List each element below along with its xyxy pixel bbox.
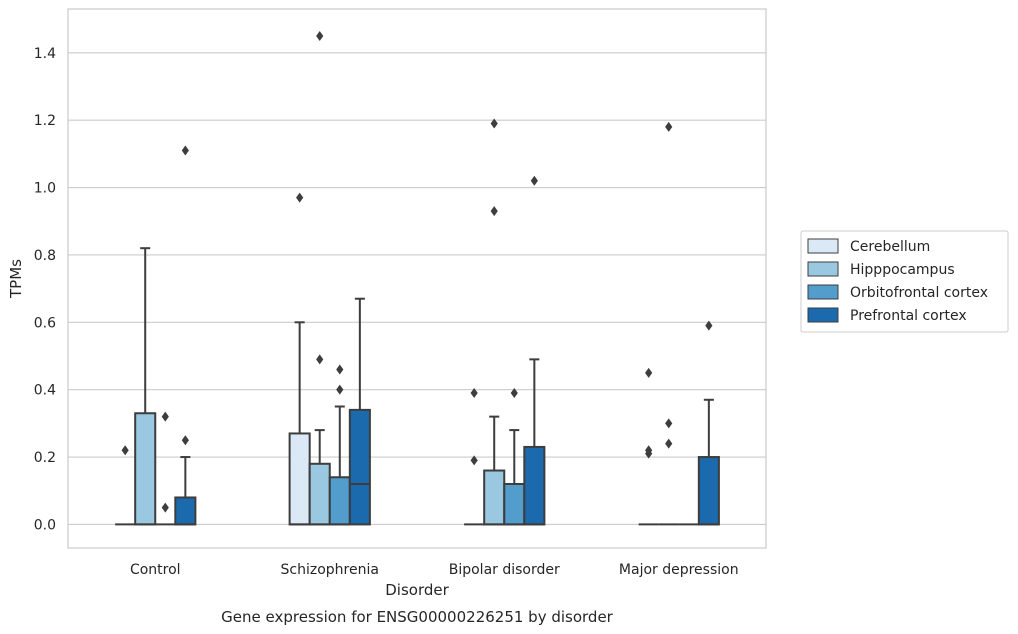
x-axis-label: Disorder — [385, 581, 449, 599]
outlier-point — [510, 388, 518, 399]
outlier-point — [316, 354, 324, 365]
y-tick-label: 0.6 — [34, 315, 56, 331]
x-axis-ticks: Control Schizophrenia Bipolar disorder Majo… — [130, 562, 739, 578]
outlier-point — [645, 367, 653, 378]
y-axis-ticks: 0.0 0.2 0.4 0.6 0.8 1.0 1.2 1.4 — [34, 46, 56, 534]
box-prefrontal-cortex — [174, 145, 197, 526]
box-orbitofrontal-cortex — [328, 364, 351, 526]
outlier-point — [336, 384, 344, 395]
outlier-point — [530, 175, 538, 186]
box — [523, 445, 546, 526]
outlier-point — [181, 145, 189, 156]
box-hipppocampus — [134, 247, 157, 526]
outlier-point — [490, 118, 498, 129]
y-tick-label: 0.2 — [34, 450, 56, 466]
box — [308, 462, 331, 526]
outlier-point — [161, 502, 169, 513]
y-tick-label: 1.0 — [34, 181, 56, 197]
box-plot-boxes — [115, 30, 720, 526]
legend-swatch — [807, 307, 839, 323]
box-prefrontal-cortex — [348, 297, 371, 526]
legend-frame — [800, 230, 1009, 333]
box — [697, 456, 720, 526]
outlier-point — [296, 192, 304, 203]
outlier-point — [181, 435, 189, 446]
box-prefrontal-cortex — [523, 175, 546, 526]
outlier-point — [705, 320, 713, 331]
outlier-point — [665, 438, 673, 449]
outlier-point — [336, 364, 344, 375]
box — [483, 469, 506, 526]
x-tick-label: Schizophrenia — [281, 562, 379, 578]
outlier-point — [490, 206, 498, 217]
y-tick-label: 0.8 — [34, 248, 56, 264]
outlier-point — [470, 388, 478, 399]
y-tick-label: 0.0 — [34, 517, 56, 533]
box — [503, 482, 526, 526]
outlier-point — [121, 445, 129, 456]
y-tick-label: 1.4 — [34, 46, 56, 62]
legend-entry: Cerebellum — [850, 239, 930, 255]
outlier-point — [316, 30, 324, 41]
legend-swatch — [807, 261, 839, 277]
grid-lines — [68, 52, 766, 526]
box — [134, 412, 157, 526]
box-cerebellum — [115, 445, 136, 526]
box-orbitofrontal-cortex — [503, 388, 526, 526]
legend: Cerebellum Hipppocampus Orbitofrontal cort… — [800, 230, 1009, 333]
legend-swatch — [807, 238, 839, 254]
chart-caption: Gene expression for ENSG00000226251 by d… — [221, 608, 614, 626]
y-tick-label: 0.4 — [34, 383, 56, 399]
outlier-point — [470, 455, 478, 466]
outlier-point — [665, 121, 673, 132]
legend-swatch — [807, 284, 839, 300]
box-cerebellum — [288, 192, 311, 526]
y-tick-label: 1.2 — [34, 113, 56, 129]
legend-entry: Prefrontal cortex — [850, 308, 967, 324]
legend-entry: Hipppocampus — [850, 262, 955, 278]
box-orbitofrontal-cortex — [155, 411, 176, 526]
x-tick-label: Bipolar disorder — [449, 562, 560, 578]
outlier-point — [665, 418, 673, 429]
plot-frame — [67, 8, 767, 549]
x-tick-label: Control — [130, 562, 181, 578]
outlier-point — [161, 411, 169, 422]
legend-entry: Orbitofrontal cortex — [850, 285, 988, 301]
box-hipppocampus — [483, 118, 506, 526]
box — [328, 476, 351, 526]
box-hipppocampus — [308, 30, 331, 526]
box-cerebellum — [638, 367, 659, 526]
x-tick-label: Major depression — [619, 562, 739, 578]
box — [174, 496, 197, 526]
box-cerebellum — [464, 388, 485, 526]
box-hipppocampus — [658, 121, 679, 526]
box-prefrontal-cortex — [697, 320, 720, 526]
y-axis-label: TPMs — [7, 259, 25, 299]
box — [348, 408, 371, 526]
box — [288, 432, 311, 526]
outlier-point — [645, 445, 653, 456]
